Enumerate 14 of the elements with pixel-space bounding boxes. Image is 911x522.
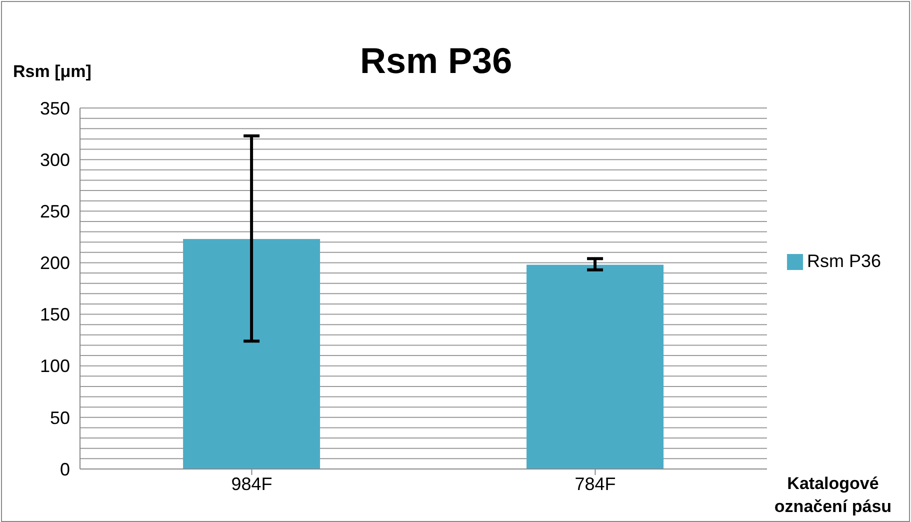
- y-tick-label: 300: [40, 150, 70, 170]
- x-axis-title: Katalogové označení pásu: [773, 473, 893, 518]
- legend-label: Rsm P36: [806, 250, 881, 270]
- y-tick-label: 200: [40, 253, 70, 274]
- y-tick-label: 150: [40, 304, 70, 325]
- y-tick-label: 50: [50, 408, 70, 428]
- y-axis-title: Rsm [μm]: [13, 62, 92, 82]
- y-tick-label: 250: [40, 202, 70, 222]
- chart-title: Rsm P36: [360, 40, 512, 82]
- x-tick-label: 784F: [574, 474, 616, 494]
- y-tick-label: 100: [40, 356, 70, 376]
- y-tick-label: 0: [60, 459, 70, 480]
- y-tick-label: 350: [40, 98, 70, 118]
- x-tick-label: 984F: [231, 474, 272, 494]
